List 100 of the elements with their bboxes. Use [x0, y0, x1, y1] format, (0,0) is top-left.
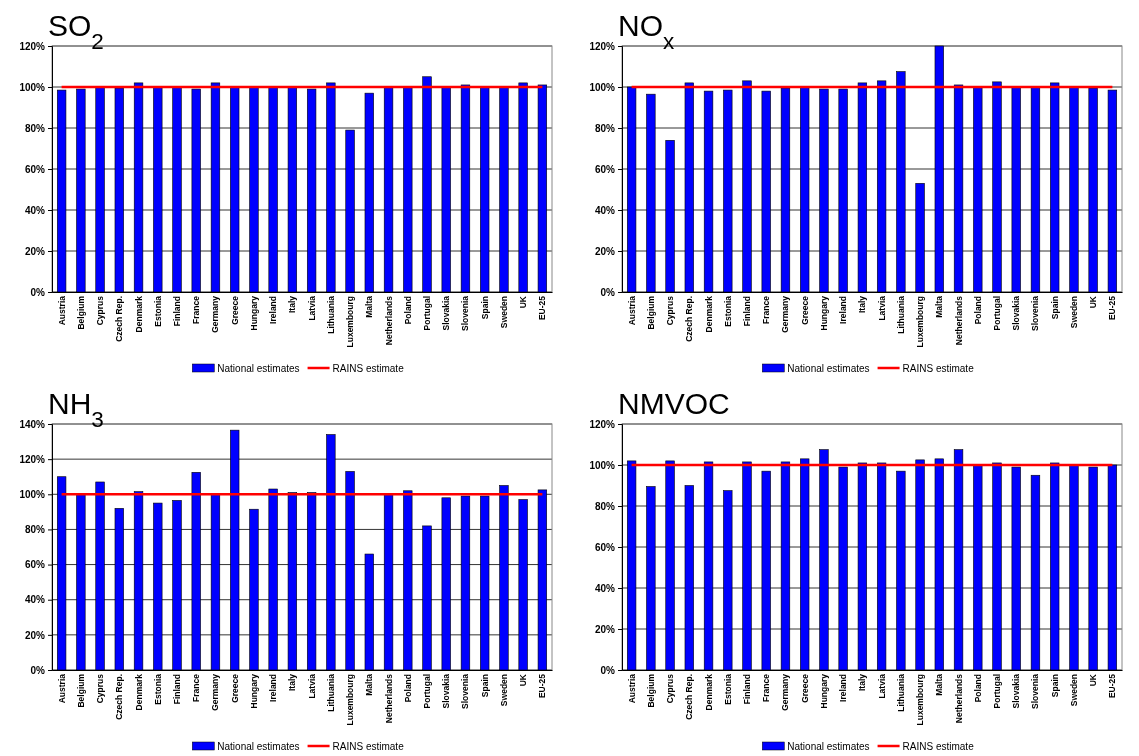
- x-tick-label: Cyprus: [665, 673, 676, 704]
- x-tick-label: Belgium: [645, 673, 656, 708]
- x-tick-label: France: [191, 673, 202, 702]
- x-tick-label: Netherlands: [953, 673, 964, 724]
- x-tick-label: Slovenia: [1030, 673, 1041, 709]
- y-tick-label: 60%: [594, 163, 616, 175]
- x-tick-label: France: [761, 673, 772, 702]
- x-tick-label: Spain: [1049, 296, 1060, 320]
- x-tick-label: Netherlands: [383, 673, 394, 724]
- x-tick-label: Germany: [780, 673, 791, 711]
- y-tick-label: 100%: [589, 459, 616, 471]
- x-tick-label: Sweden: [498, 674, 509, 707]
- x-tick-label: Slovenia: [460, 673, 471, 709]
- x-tick-label: Sweden: [1068, 674, 1079, 707]
- y-tick-label: 20%: [24, 629, 46, 641]
- x-tick-label: Portugal: [421, 674, 432, 709]
- x-tick-label: Netherlands: [953, 295, 964, 346]
- y-tick-label: 20%: [594, 623, 616, 635]
- x-tick-label: Cyprus: [95, 295, 106, 326]
- x-tick-label: EU-25: [1107, 673, 1118, 699]
- legend-label: National estimates: [217, 362, 300, 374]
- x-tick-label: Luxembourg: [345, 674, 356, 726]
- x-tick-label: Slovakia: [1011, 673, 1022, 709]
- x-tick-label: France: [761, 295, 772, 324]
- x-tick-label: Hungary: [818, 673, 829, 709]
- x-tick-label: Malta: [934, 295, 945, 318]
- y-tick-label: 0%: [30, 664, 46, 676]
- x-tick-label: Belgium: [75, 295, 86, 330]
- x-tick-label: Luxembourg: [915, 674, 926, 726]
- chart-title: NMVOC: [618, 387, 730, 420]
- x-tick-label: Latvia: [876, 673, 887, 699]
- x-tick-label: Italy: [287, 673, 298, 692]
- x-tick-label: Poland: [402, 296, 413, 325]
- x-tick-label: Lithuania: [895, 295, 906, 334]
- x-tick-label: Netherlands: [383, 295, 394, 346]
- x-tick-label: Spain: [479, 674, 490, 698]
- x-tick-label: Austria: [626, 673, 637, 704]
- y-tick-label: 80%: [24, 524, 46, 536]
- x-tick-label: Slovenia: [1030, 295, 1041, 331]
- y-tick-label: 100%: [19, 488, 46, 500]
- chart-title: NH$_{3}$: [48, 387, 104, 432]
- x-tick-label: Estonia: [722, 295, 733, 327]
- x-tick-label: Lithuania: [325, 295, 336, 334]
- x-tick-label: Germany: [210, 295, 221, 333]
- x-tick-label: Denmark: [703, 295, 714, 333]
- x-tick-label: Poland: [972, 296, 983, 325]
- x-tick-label: Finland: [741, 674, 752, 705]
- y-tick-label: 0%: [600, 664, 616, 676]
- x-tick-label: Denmark: [703, 673, 714, 711]
- legend-label: National estimates: [787, 362, 870, 374]
- x-tick-label: Czech Rep.: [684, 674, 695, 720]
- legend-label: RAINS estimate: [902, 362, 975, 374]
- x-tick-label: Austria: [56, 673, 67, 704]
- x-tick-label: Hungary: [818, 295, 829, 331]
- x-tick-label: Luxembourg: [915, 296, 926, 348]
- x-tick-label: Sweden: [498, 296, 509, 329]
- x-tick-label: Malta: [934, 673, 945, 696]
- x-tick-label: Denmark: [133, 673, 144, 711]
- x-tick-label: UK: [518, 673, 529, 687]
- y-tick-label: 120%: [589, 40, 616, 52]
- x-tick-label: Latvia: [876, 295, 887, 321]
- x-tick-label: Cyprus: [665, 295, 676, 326]
- x-tick-label: Ireland: [268, 674, 279, 702]
- x-tick-label: Ireland: [838, 674, 849, 702]
- x-tick-label: Czech Rep.: [114, 296, 125, 342]
- x-tick-label: Belgium: [75, 673, 86, 708]
- x-tick-label: Slovakia: [441, 295, 452, 331]
- x-tick-label: Malta: [364, 673, 375, 696]
- x-tick-label: Finland: [171, 296, 182, 327]
- x-tick-label: Slovenia: [460, 295, 471, 331]
- x-tick-label: Italy: [857, 295, 868, 314]
- x-tick-label: Czech Rep.: [684, 296, 695, 342]
- x-tick-label: Sweden: [1068, 296, 1079, 329]
- x-tick-label: Austria: [626, 295, 637, 326]
- legend-label: RAINS estimate: [902, 740, 975, 752]
- x-tick-label: Cyprus: [95, 673, 106, 704]
- x-tick-label: Lithuania: [325, 673, 336, 712]
- chart-title: SO$_{2}$: [48, 9, 104, 54]
- x-tick-label: Poland: [972, 674, 983, 703]
- x-tick-label: Lithuania: [895, 673, 906, 712]
- y-tick-label: 80%: [594, 122, 616, 134]
- x-tick-label: Spain: [479, 296, 490, 320]
- y-tick-label: 20%: [24, 245, 46, 257]
- x-tick-label: Greece: [799, 673, 810, 703]
- y-tick-label: 100%: [19, 81, 46, 93]
- legend-label: National estimates: [787, 740, 870, 752]
- x-tick-label: Slovakia: [1011, 295, 1022, 331]
- x-tick-label: Portugal: [991, 296, 1002, 331]
- y-tick-label: 80%: [594, 500, 616, 512]
- x-tick-label: UK: [1088, 295, 1099, 309]
- x-tick-label: Latvia: [306, 295, 317, 321]
- x-tick-label: Hungary: [248, 673, 259, 709]
- x-tick-label: Estonia: [722, 673, 733, 705]
- x-tick-label: UK: [1088, 673, 1099, 687]
- x-tick-label: UK: [518, 295, 529, 309]
- y-tick-label: 40%: [24, 204, 46, 216]
- x-tick-label: Germany: [210, 673, 221, 711]
- y-tick-label: 60%: [24, 559, 46, 571]
- x-tick-label: EU-25: [537, 295, 548, 321]
- x-tick-label: EU-25: [1107, 295, 1118, 321]
